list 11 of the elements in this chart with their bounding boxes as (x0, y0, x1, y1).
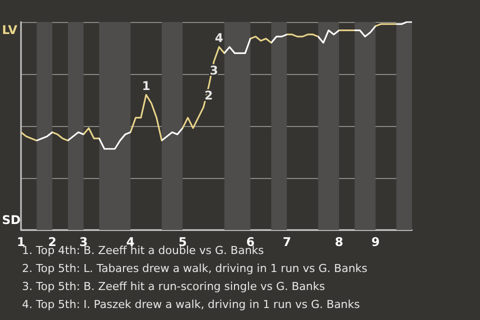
annotation: 1 (142, 78, 150, 93)
text: LV (2, 23, 18, 37)
x-tick-label: 9 (371, 235, 380, 249)
text: 4. Top 5th: I. Paszek drew a walk, driving in 1 run vs G. Banks (22, 298, 360, 311)
x-tick-label: 7 (282, 235, 292, 249)
text: 2. Top 5th: L. Tabares drew a walk, driving in 1 run vs G. Banks (22, 262, 368, 275)
text: SD (2, 213, 21, 227)
annotation: 4 (214, 30, 224, 45)
x-tick-label: 2 (48, 235, 56, 249)
x-tick-label: 8 (334, 235, 344, 249)
text: 3. Top 5th: B. Zeeff hit a run-scoring single vs G. Banks (22, 280, 326, 293)
